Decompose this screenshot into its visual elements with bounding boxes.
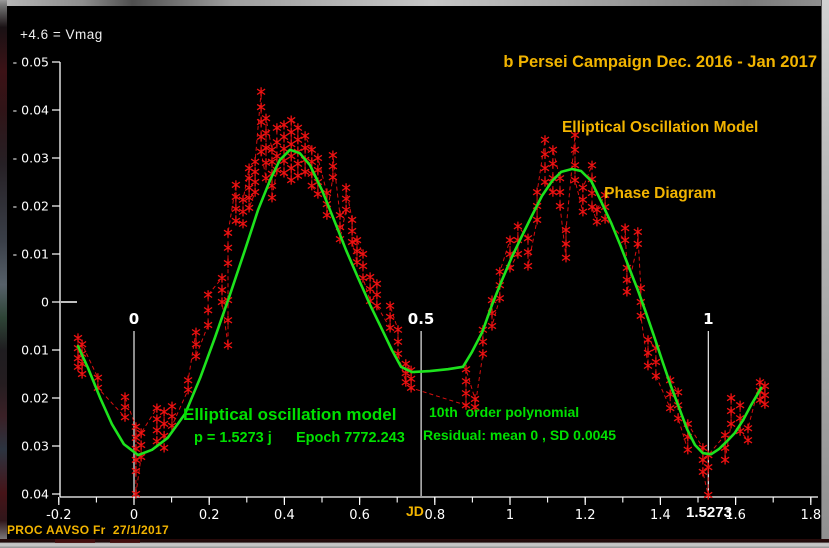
x-axis-label: JD	[406, 503, 424, 519]
y-tick-label: - 0.02	[13, 199, 49, 214]
border-smudge	[55, 539, 95, 543]
observation-sequence-dashes	[77, 91, 766, 496]
y-tick-label: 0.04	[21, 487, 49, 502]
x-tick-label: 1	[506, 508, 514, 523]
title-line-model: Elliptical Oscillation Model	[561, 119, 759, 136]
border-smudge	[110, 539, 140, 543]
x-tick-label: -0.2	[46, 508, 71, 523]
model-annotation-params: p = 1.5273 j Epoch 7772.243	[194, 430, 405, 446]
y-tick-label: - 0.04	[13, 103, 49, 118]
polynomial-annotation-residual: Residual: mean 0 , SD 0.0045	[423, 427, 616, 443]
y-tick-label: 0.01	[21, 343, 49, 358]
title-line-campaign: b Persei Campaign Dec. 2016 - Jan 2017	[503, 53, 817, 71]
period-value-label: 1.5273	[686, 504, 732, 521]
x-tick-label: 1.2	[575, 508, 596, 523]
window-border-bottom	[0, 539, 829, 548]
x-tick-label: 0.4	[274, 508, 295, 523]
chart-title-block: b Persei Campaign Dec. 2016 - Jan 2017 E…	[503, 7, 817, 249]
x-tick-label: 0.2	[199, 508, 220, 523]
model-curve	[76, 148, 763, 457]
window-border-top	[0, 0, 829, 6]
x-tick-label: 1.4	[650, 508, 671, 523]
title-line-phase-diagram: Phase Diagram	[604, 185, 717, 202]
phase-marker-label: 0.5	[408, 310, 435, 328]
y-tick-label: - 0.01	[13, 247, 49, 262]
x-tick-label: 0.6	[349, 508, 370, 523]
y-tick-label: 0.02	[21, 391, 49, 406]
vmag-reference-note: +4.6 = Vmag	[20, 27, 103, 42]
phase-marker-label: 1	[703, 310, 713, 328]
footer-credit: PROC AAVSO Fr 27/1/2017	[7, 523, 169, 537]
polynomial-annotation-title: 10th order polynomial	[429, 404, 580, 420]
phase-marker-label: 0	[129, 310, 139, 328]
window-border-left	[0, 0, 7, 548]
x-tick-label: 0.8	[424, 508, 445, 523]
x-tick-label: 0	[130, 508, 138, 523]
x-tick-label: 1.6	[725, 508, 746, 523]
y-tick-label: - 0.05	[13, 55, 49, 70]
x-tick-label: 1.8	[800, 508, 821, 523]
y-tick-label: 0.03	[21, 439, 49, 454]
y-tick-label: - 0.03	[13, 151, 49, 166]
y-tick-label: 0	[41, 295, 49, 310]
window-border-right	[821, 0, 829, 548]
model-annotation-title: Elliptical oscillation model	[183, 405, 397, 424]
